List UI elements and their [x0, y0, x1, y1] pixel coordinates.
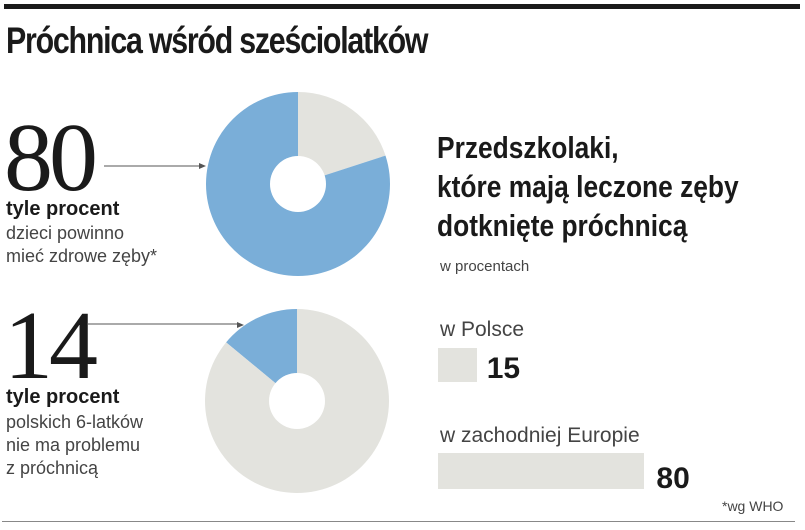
title-line: które mają leczone zęby [437, 169, 739, 204]
bar-value-poland: 15 [486, 352, 521, 385]
leader-arrow-14 [237, 322, 244, 328]
pie-14 [204, 309, 389, 494]
footnote: *wg WHO [722, 498, 784, 514]
desc-line: nie ma problemu [6, 435, 141, 455]
title-line: dotknięte próchnicą [437, 208, 688, 243]
bar-poland [438, 348, 477, 382]
stat-14-desc: polskich 6-latków nie ma problemu z próc… [6, 411, 143, 480]
desc-line: mieć zdrowe zęby* [6, 246, 158, 266]
pie-14-hole [269, 373, 325, 429]
bar-label-poland: w Polsce [440, 318, 525, 341]
title-line: Przedszkolaki, [437, 130, 619, 165]
desc-line: dzieci powinno [6, 223, 125, 243]
desc-line: polskich 6-latków [6, 412, 144, 432]
pie-80-slice-gray [298, 92, 386, 184]
pie-14-slice-blue [226, 309, 297, 401]
bar-chart-title: Przedszkolaki, które mają leczone zęby d… [437, 128, 739, 245]
page-title: Próchnica wśród sześciolatków [6, 20, 429, 61]
desc-line: z próchnicą [6, 458, 99, 478]
top-rule [4, 4, 800, 9]
unit-label: w procentach [440, 258, 530, 275]
stat-80-desc: dzieci powinno mieć zdrowe zęby* [6, 222, 157, 268]
pie-80-hole [270, 156, 326, 212]
stat-80-bold-label: tyle procent [6, 198, 120, 220]
bar-western-europe [438, 453, 645, 489]
bar-label-western-europe: w zachodniej Europie [440, 424, 640, 447]
stat-14: 14 [4, 292, 98, 400]
stat-14-bold-label: tyle procent [6, 386, 120, 408]
bar-value-western-europe: 80 [656, 462, 690, 495]
stat-80: 80 [4, 104, 98, 212]
leader-arrow-80 [199, 163, 206, 169]
pie-80 [206, 92, 390, 276]
bottom-rule [2, 521, 795, 522]
